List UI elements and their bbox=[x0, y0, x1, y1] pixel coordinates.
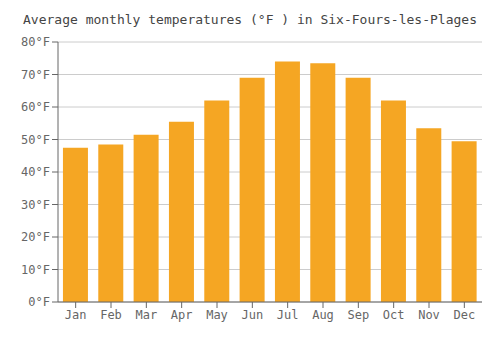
html-text:Average monthly temperatures (: Average monthly temperatures (°F ) in Si… bbox=[23, 12, 477, 27]
svg-text:10°F: 10°F bbox=[21, 263, 50, 277]
svg-text:Feb: Feb bbox=[100, 308, 122, 322]
svg-text:Dec: Dec bbox=[453, 308, 475, 322]
svg-text:Aug: Aug bbox=[312, 308, 334, 322]
svg-text:80°F: 80°F bbox=[21, 35, 50, 49]
svg-text:Sep: Sep bbox=[347, 308, 369, 322]
svg-text:60°F: 60°F bbox=[21, 100, 50, 114]
svg-text:Jun: Jun bbox=[241, 308, 263, 322]
svg-text:30°F: 30°F bbox=[21, 198, 50, 212]
svg-text:Oct: Oct bbox=[383, 308, 405, 322]
svg-text:May: May bbox=[206, 308, 228, 322]
svg-text:Jan: Jan bbox=[65, 308, 87, 322]
svg-text:Nov: Nov bbox=[418, 308, 440, 322]
svg-text:Apr: Apr bbox=[171, 308, 193, 322]
svg-text:20°F: 20°F bbox=[21, 230, 50, 244]
svg-text:70°F: 70°F bbox=[21, 68, 50, 82]
svg-text:Jul: Jul bbox=[277, 308, 299, 322]
svg-text:0°F: 0°F bbox=[28, 295, 50, 309]
svg-text:Mar: Mar bbox=[135, 308, 157, 322]
svg-text:50°F: 50°F bbox=[21, 133, 50, 147]
svg-text:40°F: 40°F bbox=[21, 165, 50, 179]
